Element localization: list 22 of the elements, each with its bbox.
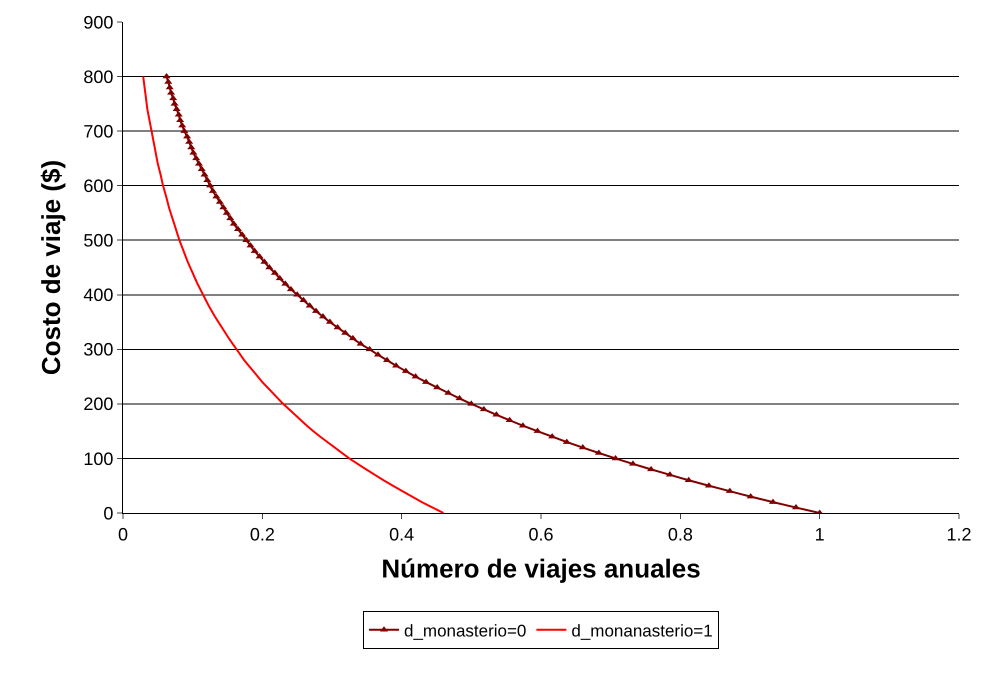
x-tick-label: 0.4 — [389, 524, 414, 545]
legend-label: d_monanasterio=1 — [571, 621, 713, 640]
x-tick-label: 0.2 — [250, 524, 275, 545]
x-axis-title: Número de viajes anuales — [381, 553, 701, 584]
line-series — [142, 76, 444, 513]
y-tick-label: 200 — [83, 394, 114, 414]
y-axis-title: Costo de viaje ($) — [36, 160, 66, 376]
y-tick-label: 900 — [83, 12, 114, 32]
y-tick-label: 100 — [83, 448, 114, 469]
x-tick-label: 0.6 — [528, 524, 554, 545]
y-tick-label: 600 — [83, 176, 114, 196]
x-tick-label: 1 — [814, 524, 825, 545]
legend-label: d_monasterio=0 — [404, 621, 526, 640]
y-tick-label: 400 — [83, 285, 114, 306]
y-tick-label: 800 — [83, 66, 114, 87]
x-tick-label: 1.2 — [946, 524, 972, 545]
x-tick-label: 0 — [118, 524, 128, 545]
y-tick-label: 0 — [103, 503, 114, 524]
y-tick-label: 500 — [83, 230, 114, 251]
y-tick-label: 300 — [83, 340, 114, 360]
x-tick-label: 0.8 — [668, 524, 693, 545]
y-tick-label: 700 — [83, 121, 114, 142]
